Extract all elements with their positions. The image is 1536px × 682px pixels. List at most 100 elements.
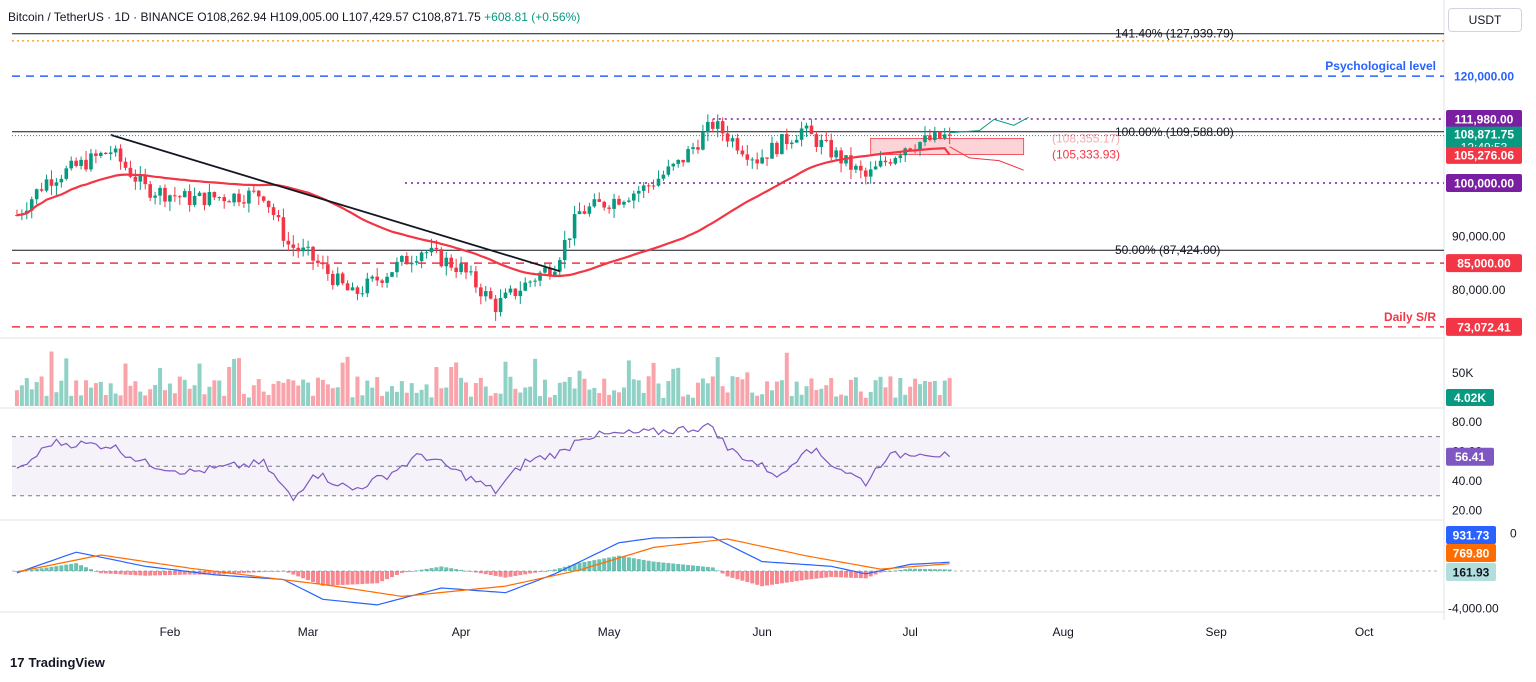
macd-histogram-bar (666, 563, 671, 571)
candle-body (360, 293, 365, 295)
volume-bar (340, 362, 345, 406)
volume-bar (192, 385, 197, 406)
volume-bar (523, 387, 528, 406)
candle-body (370, 276, 375, 279)
macd-histogram-bar (478, 571, 483, 574)
volume-bar (153, 384, 158, 406)
macd-histogram-bar (755, 571, 760, 585)
candle-body (281, 217, 286, 241)
volume-bar (705, 383, 710, 406)
volume-bar (128, 385, 133, 406)
volume-bar (133, 381, 138, 406)
x-axis-tick-2: Apr (452, 625, 471, 639)
macd-histogram-bar (873, 571, 878, 575)
tradingview-logo[interactable]: 17 TradingView (10, 655, 105, 670)
descending-trendline (110, 134, 561, 273)
volume-bar (587, 389, 592, 406)
macd-histogram-bar (153, 571, 158, 576)
volume-bar (54, 392, 59, 406)
currency-button[interactable]: USDT (1448, 8, 1522, 32)
candle-body (271, 207, 276, 216)
candle-body (168, 195, 172, 202)
volume-bar (370, 387, 375, 406)
macd-histogram-bar (488, 571, 493, 576)
volume-bar (429, 397, 434, 406)
volume-bar (710, 376, 715, 406)
macd-histogram-bar (617, 555, 622, 571)
candle-body (518, 290, 523, 297)
candle-body (676, 159, 681, 164)
volume-bar (454, 362, 459, 406)
candle-body (854, 165, 858, 170)
volume-bar (222, 395, 227, 406)
macd-histogram-bar (399, 571, 404, 573)
volume-bar (311, 395, 316, 406)
macd-histogram-bar (651, 561, 656, 571)
candle-body (873, 166, 878, 170)
macd-histogram-bar (291, 571, 296, 575)
candle-body (794, 139, 799, 143)
volume-last-tag: 4.02K (1454, 391, 1486, 405)
volume-bar (325, 384, 330, 406)
candle-body (414, 261, 419, 263)
ohlc-close: C108,871.75 (412, 10, 481, 24)
candle-body (503, 292, 508, 299)
volume-bar (918, 384, 923, 406)
price-tag-bg-6 (1446, 254, 1522, 273)
macd-histogram-bar (54, 566, 59, 571)
volume-bar (572, 388, 577, 406)
ma-tag: 105,276.06 (1454, 148, 1514, 162)
macd-histogram-bar (937, 569, 942, 571)
macd-histogram-bar (350, 571, 355, 585)
volume-bar (873, 380, 878, 406)
volume-bar (947, 378, 952, 406)
macd-histogram-bar (607, 557, 612, 571)
rsi-last-tag: 56.41 (1455, 450, 1485, 464)
candle-body (760, 157, 764, 164)
candle-body (937, 131, 942, 139)
candle-body (701, 132, 705, 150)
volume-bar (927, 381, 932, 406)
macd-histogram-bar (49, 566, 54, 571)
candle-body (375, 276, 379, 281)
volume-bar (345, 356, 350, 406)
macd-histogram-bar (789, 571, 794, 582)
macd-histogram-bar (523, 571, 528, 575)
candle-body (691, 147, 695, 150)
candle-body (15, 215, 19, 217)
candle-body (148, 184, 152, 198)
macd-histogram-bar (330, 571, 335, 586)
candle-body (301, 247, 305, 252)
candle-body (597, 199, 602, 202)
tradingview-icon: 17 (10, 655, 25, 670)
volume-bar (607, 394, 612, 406)
volume-bar (103, 395, 108, 406)
candle-body (706, 121, 710, 133)
macd-histogram-bar (538, 571, 543, 572)
macd-histogram-bar (345, 571, 350, 585)
macd-histogram-bar (676, 564, 681, 571)
candle-body (641, 185, 646, 191)
macd-line (16, 536, 950, 606)
volume-bar (315, 377, 320, 406)
zone-top-label: (108,355.17) (1052, 131, 1120, 145)
volume-bar (878, 376, 883, 406)
candle-body (908, 148, 912, 151)
price-tag-4: 100,000.00 (1454, 177, 1514, 191)
volume-bar (597, 393, 602, 406)
symbol-name[interactable]: Bitcoin / TetherUS · 1D · BINANCE (8, 10, 194, 24)
candle-body (197, 192, 202, 196)
macd-histogram-bar (138, 571, 143, 576)
candle-body (607, 207, 611, 209)
volume-bar (394, 391, 399, 406)
volume-bar (671, 368, 676, 406)
macd-histogram-bar (715, 570, 720, 572)
macd-axis-label-0: -4,000.00 (1448, 602, 1499, 616)
volume-bar (444, 387, 449, 406)
macd-histogram-bar (113, 571, 118, 575)
volume-bar (468, 396, 473, 406)
macd-histogram-bar (133, 571, 138, 576)
price-tag-bg-7 (1446, 317, 1522, 336)
candle-body (533, 280, 537, 282)
x-axis-tick-3: May (598, 625, 621, 639)
